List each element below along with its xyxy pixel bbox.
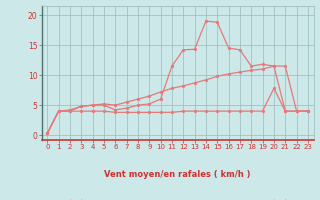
X-axis label: Vent moyen/en rafales ( km/h ): Vent moyen/en rafales ( km/h ) [104,170,251,179]
